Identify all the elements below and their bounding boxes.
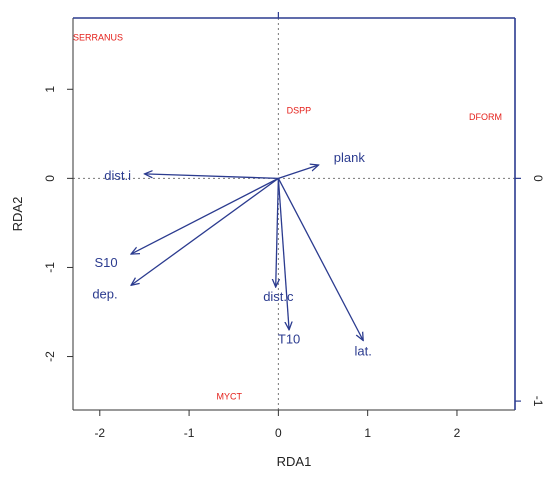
x-tick-label: 1 <box>364 426 371 440</box>
y-tick-label: -2 <box>43 351 57 362</box>
secondary-y-tick-label: 0 <box>531 175 544 182</box>
x-tick-label: 0 <box>275 426 282 440</box>
x-tick-label: 2 <box>454 426 461 440</box>
species-label-myct: MYCT <box>217 392 243 402</box>
y-tick-label: 1 <box>43 86 57 93</box>
secondary-y-axis: 0 -1 <box>515 175 544 407</box>
x-tick-label: -1 <box>184 426 195 440</box>
plot-frame <box>72 17 516 411</box>
y-axis: -2 -1 0 1 <box>43 86 73 362</box>
species-label-serranus: SERRANUS <box>73 33 123 43</box>
vector-arrow-disti <box>144 174 279 180</box>
vector-label-S10: S10 <box>95 255 118 270</box>
species-label-dspp: DSPP <box>287 106 312 116</box>
y-tick-label: 0 <box>43 175 57 182</box>
environment-vectors: plank dist.i S10 dep. dist.c T10 lat. <box>92 150 372 358</box>
vector-arrow-dep <box>131 177 279 285</box>
y-axis-title: RDA2 <box>10 197 25 232</box>
vector-label-disti: dist.i <box>104 168 131 183</box>
vector-label-distc: dist.c <box>263 289 294 304</box>
vector-arrow-T10 <box>277 178 289 329</box>
secondary-y-tick-label: -1 <box>531 396 544 407</box>
vector-arrow-S10 <box>131 177 279 254</box>
vector-arrow-lat <box>277 178 363 340</box>
x-tick-label: -2 <box>94 426 105 440</box>
vector-label-dep: dep. <box>92 286 117 301</box>
species-labels: SERRANUS DSPP DFORM MYCT <box>73 33 502 402</box>
species-label-dform: DFORM <box>469 112 502 122</box>
vector-label-lat: lat. <box>355 343 372 358</box>
vector-label-T10: T10 <box>278 332 300 347</box>
y-tick-label: -1 <box>43 262 57 273</box>
reference-lines <box>73 18 515 410</box>
vector-arrow-plank <box>278 165 318 179</box>
vector-label-plank: plank <box>334 150 366 165</box>
x-axis-title: RDA1 <box>277 454 312 469</box>
vector-arrow-distc <box>276 178 279 287</box>
x-axis: -2 -1 0 1 2 <box>94 410 461 440</box>
